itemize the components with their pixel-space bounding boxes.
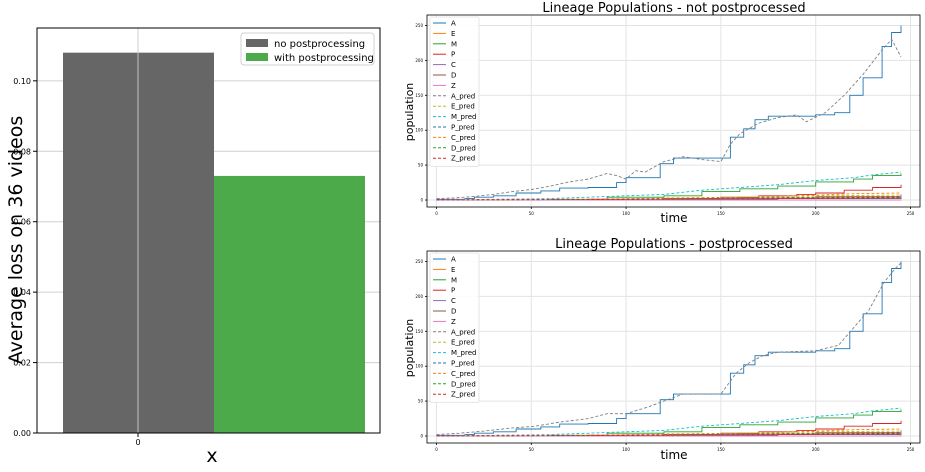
bar-legend-box xyxy=(240,32,375,66)
lc2-legend-label: E xyxy=(451,266,455,274)
lc1-legend-label: C_pred xyxy=(451,134,475,142)
bar-ytick-label: 0.02 xyxy=(13,359,31,368)
lc2-series-A_pred xyxy=(436,262,902,436)
lc2-legend-label: C xyxy=(451,297,456,305)
bar-ytick-label: 0.00 xyxy=(13,429,31,438)
lc2-ytick-label: 250 xyxy=(415,259,423,264)
lc2-legend-label: M xyxy=(451,276,457,284)
line-chart-1-xlabel: time xyxy=(660,211,687,225)
lc1-ytick-label: 50 xyxy=(418,163,424,168)
lc2-legend-label: A xyxy=(451,256,456,264)
bar-ytick-label: 0.10 xyxy=(13,77,31,86)
lc1-xtick-label: 0 xyxy=(435,211,438,216)
line-chart-1-title: Lineage Populations - not postprocessed xyxy=(542,1,805,16)
lc2-series-A xyxy=(436,261,902,436)
bar-ytick-label: 0.08 xyxy=(13,147,31,156)
lc2-axes-frame xyxy=(426,250,921,444)
lc2-xtick-label: 150 xyxy=(717,447,725,452)
lc1-legend-label: P xyxy=(451,51,455,59)
lc1-legend-label: D xyxy=(451,72,456,80)
lc1-series-A_pred xyxy=(436,38,902,200)
line-chart-2-title: Lineage Populations - postprocessed xyxy=(555,237,793,252)
lc2-xtick-label: 100 xyxy=(622,447,630,452)
lc1-series-A xyxy=(436,25,902,200)
lc2-ytick-label: 200 xyxy=(415,294,423,299)
lc1-legend-label: P_pred xyxy=(451,124,475,132)
bar-with-postprocessing xyxy=(214,175,365,434)
lc1-legend-label: M_pred xyxy=(451,113,476,121)
bar-chart-ylabel: Average loss on 36 videos xyxy=(5,116,27,365)
lc2-legend-label: Z_pred xyxy=(451,391,475,399)
line-chart-postprocessed: Lineage Populations - postprocessed popu… xyxy=(403,237,921,462)
lc1-legend-label: E xyxy=(451,30,455,38)
lc1-series-D_pred xyxy=(436,196,902,201)
lc2-xtick-label: 250 xyxy=(907,447,915,452)
lc1-xtick-label: 250 xyxy=(907,211,915,216)
lc2-xtick-label: 50 xyxy=(529,447,535,452)
lc2-legend-label: D xyxy=(451,308,456,316)
bar-ytick-label: 0.04 xyxy=(13,288,31,297)
line-chart-1-ylabel: population xyxy=(403,83,416,142)
lc1-legend-label: A_pred xyxy=(451,92,475,100)
lc1-xtick-label: 50 xyxy=(529,211,535,216)
bar-legend-swatch xyxy=(246,39,268,47)
lc1-legend-label: A xyxy=(451,20,456,28)
lc1-legend-label: Z_pred xyxy=(451,155,475,163)
lc1-series-Z xyxy=(436,199,902,201)
lc2-legend-label: Z xyxy=(451,318,456,326)
lc1-xtick-label: 150 xyxy=(717,211,725,216)
lc1-legend-label: Z xyxy=(451,82,456,90)
lc1-ytick-label: 150 xyxy=(415,93,423,98)
lc1-ytick-label: 200 xyxy=(415,58,423,63)
lc2-ytick-label: 100 xyxy=(415,364,423,369)
line-chart-2-xlabel: time xyxy=(660,448,687,462)
lc1-axes-frame xyxy=(426,14,921,208)
lc2-xtick-label: 0 xyxy=(435,447,438,452)
bar-legend-label: no postprocessing xyxy=(274,39,365,50)
line-chart-not-postprocessed: Lineage Populations - not postprocessed … xyxy=(403,1,921,225)
bar-ytick-label: 0.06 xyxy=(13,218,31,227)
lc1-series-M_pred xyxy=(436,171,902,201)
lc2-legend-label: M_pred xyxy=(451,349,476,357)
lc2-series-D_pred xyxy=(436,432,902,437)
lc1-ytick-label: 250 xyxy=(415,23,423,28)
lc2-legend-label: E_pred xyxy=(451,339,475,347)
bar-legend-label: with postprocessing xyxy=(274,53,374,64)
lc1-legend-label: E_pred xyxy=(451,103,475,111)
bar-legend-swatch xyxy=(246,53,268,61)
lc1-series-Z_pred xyxy=(436,196,902,201)
lc1-ytick-label: 100 xyxy=(415,128,423,133)
lc2-legend-label: P xyxy=(451,287,455,295)
line-chart-2-ylabel: population xyxy=(403,319,416,378)
lc1-legend-label: D_pred xyxy=(451,144,476,152)
bar-chart-xlabel: x xyxy=(206,445,217,467)
lc2-legend-label: P_pred xyxy=(451,360,475,368)
lc2-legend-label: A_pred xyxy=(451,328,475,336)
lc2-series-Z xyxy=(436,435,902,437)
lc1-xtick-label: 200 xyxy=(812,211,820,216)
bar-axes-frame xyxy=(36,27,381,434)
lc2-legend-label: D_pred xyxy=(451,380,476,388)
lc2-legend-label: C_pred xyxy=(451,370,475,378)
lc1-ytick-label: 0 xyxy=(420,198,423,203)
lc2-ytick-label: 50 xyxy=(418,399,424,404)
lc2-xtick-label: 200 xyxy=(812,447,820,452)
lc2-ytick-label: 150 xyxy=(415,329,423,334)
lc1-xtick-label: 100 xyxy=(622,211,630,216)
lc1-legend-label: M xyxy=(451,40,457,48)
lc2-series-Z_pred xyxy=(436,432,902,437)
bar-chart-legend: no postprocessing with postprocessing xyxy=(240,32,375,66)
bar-chart: Average loss on 36 videos x 0.00 0.02 0.04… xyxy=(5,27,381,467)
lc2-series-M_pred xyxy=(436,407,902,437)
lc2-ytick-label: 0 xyxy=(420,434,423,439)
bar-xtick-label: 0 xyxy=(135,438,140,447)
lc1-legend-label: C xyxy=(451,61,456,69)
